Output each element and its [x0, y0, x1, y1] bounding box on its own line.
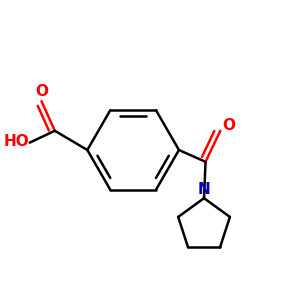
Text: O: O	[35, 84, 48, 99]
Text: HO: HO	[4, 134, 29, 148]
Text: O: O	[222, 118, 235, 133]
Text: N: N	[198, 182, 210, 197]
